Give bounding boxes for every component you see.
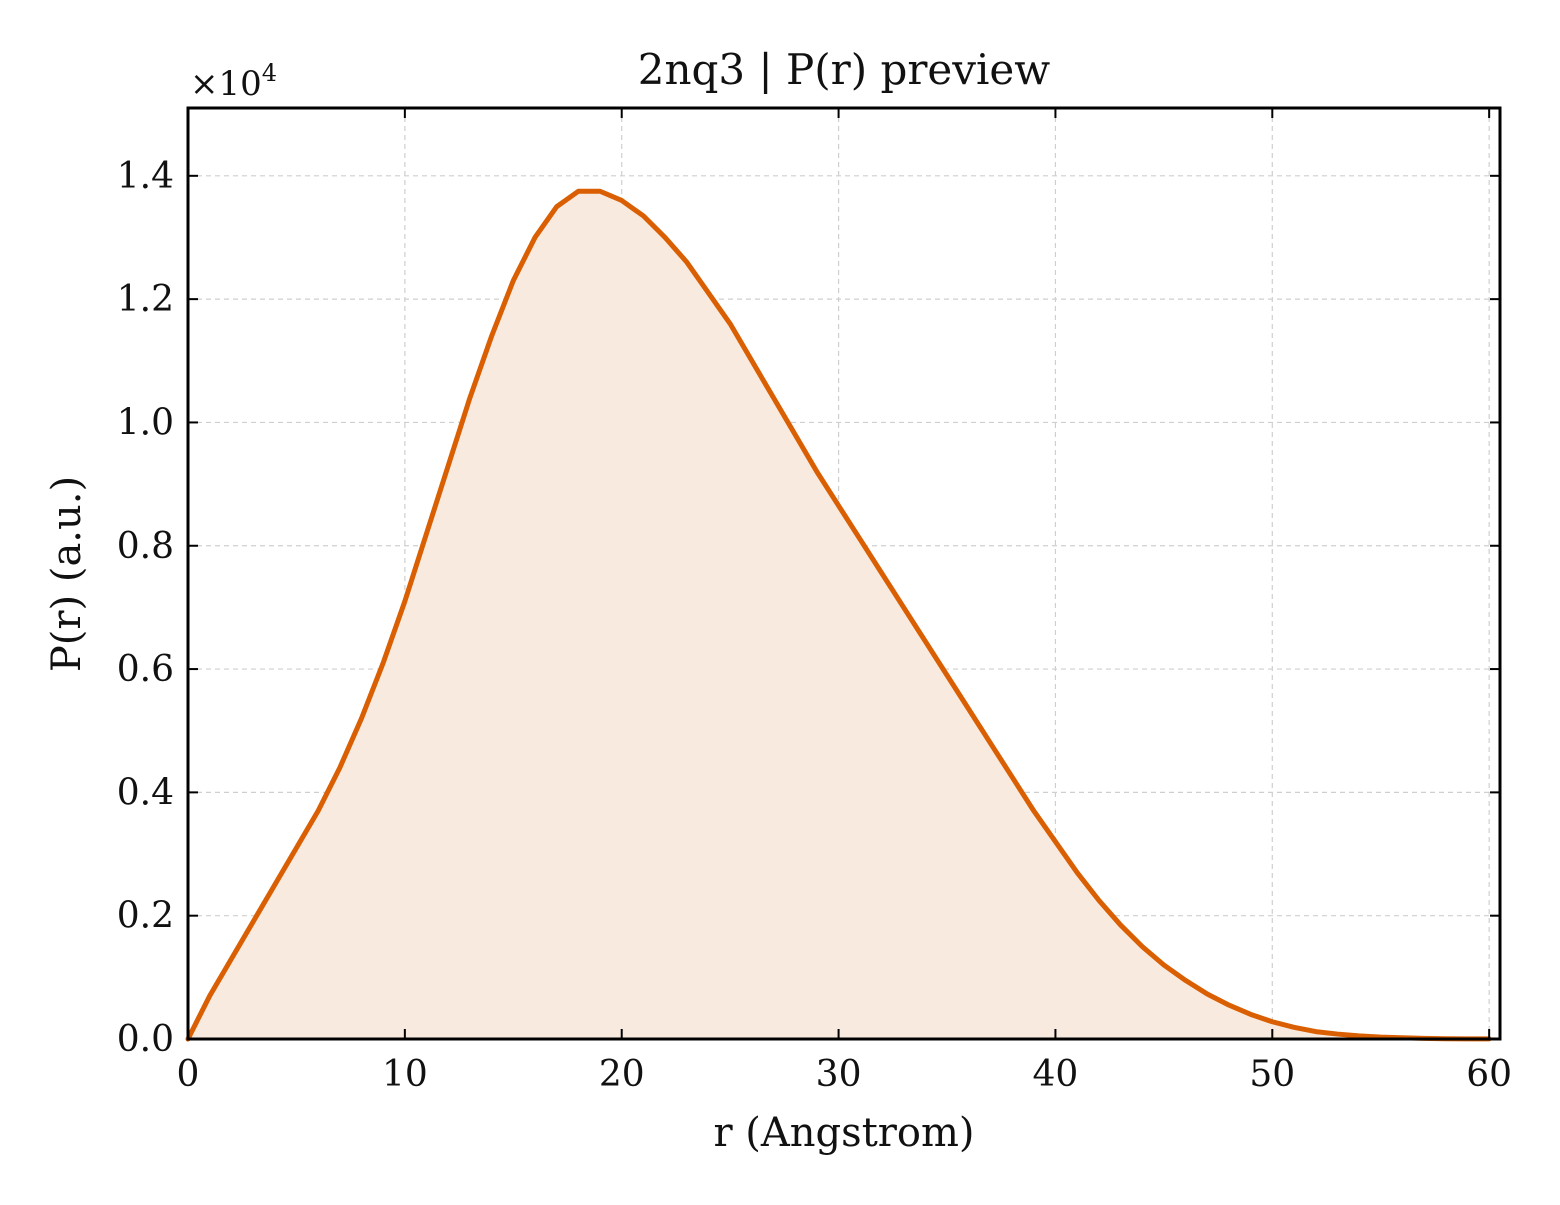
y-tick-label: 0.0 bbox=[117, 1019, 174, 1060]
y-tick-label: 0.4 bbox=[117, 772, 174, 813]
x-tick-label: 0 bbox=[177, 1054, 200, 1095]
plot-frame bbox=[186, 106, 1502, 1041]
plot-area bbox=[185, 188, 1492, 1042]
y-offset-exponent: 4 bbox=[262, 59, 277, 87]
pr-area-fill bbox=[188, 191, 1490, 1040]
y-tick-label: 0.8 bbox=[117, 526, 174, 567]
y-tick-label: 1.2 bbox=[117, 279, 174, 320]
x-tick-label: 10 bbox=[382, 1054, 428, 1095]
x-tick-label: 30 bbox=[816, 1054, 862, 1095]
x-tick-label: 60 bbox=[1466, 1054, 1512, 1095]
y-offset-base: ×10 bbox=[190, 64, 262, 104]
x-tick-label: 40 bbox=[1033, 1054, 1079, 1095]
pr-curve bbox=[185, 188, 1492, 1042]
y-tick-label: 1.4 bbox=[117, 156, 174, 197]
x-axis-label: r (Angstrom) bbox=[713, 1110, 974, 1156]
y-tick-label: 1.0 bbox=[117, 402, 174, 443]
x-tick-label: 20 bbox=[599, 1054, 645, 1095]
x-tick-label: 50 bbox=[1249, 1054, 1295, 1095]
y-axis-label: P(r) (a.u.) bbox=[44, 476, 90, 672]
chart-title: 2nq3 | P(r) preview bbox=[638, 45, 1051, 94]
y-offset-label: ×104 bbox=[190, 59, 277, 104]
y-tick-label: 0.2 bbox=[117, 896, 174, 937]
y-tick-label: 0.6 bbox=[117, 649, 174, 690]
